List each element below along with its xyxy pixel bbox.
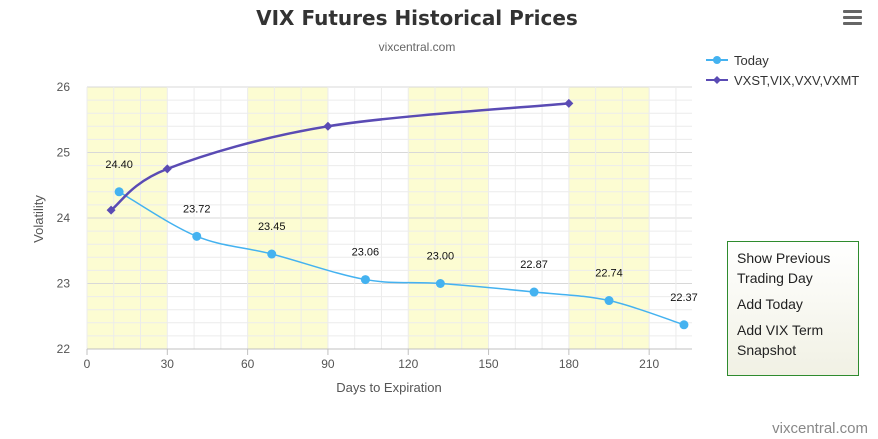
data-point-circle xyxy=(114,187,124,197)
x-tick-label: 210 xyxy=(639,357,659,371)
data-label: 22.87 xyxy=(520,259,548,271)
chart-legend: Today VXST,VIX,VXV,VXMT xyxy=(706,50,859,90)
data-point-circle xyxy=(679,320,689,330)
y-axis-label: Volatility xyxy=(31,195,46,243)
data-label: 23.00 xyxy=(427,251,455,263)
y-tick-label: 24 xyxy=(57,211,71,225)
data-point-circle xyxy=(267,249,277,259)
legend-item-term-structure[interactable]: VXST,VIX,VXV,VXMT xyxy=(706,70,859,90)
x-tick-label: 150 xyxy=(479,357,499,371)
x-tick-label: 0 xyxy=(84,357,91,371)
data-point-circle xyxy=(529,287,539,297)
hamburger-menu-icon[interactable] xyxy=(843,10,862,26)
watermark: vixcentral.com xyxy=(772,420,868,437)
x-tick-label: 90 xyxy=(321,357,335,371)
chart-title: VIX Futures Historical Prices xyxy=(256,6,578,30)
data-label: 22.37 xyxy=(670,292,698,304)
x-tick-label: 30 xyxy=(161,357,175,371)
y-tick-label: 23 xyxy=(57,277,71,291)
data-label: 23.45 xyxy=(258,221,286,233)
data-point-diamond xyxy=(162,164,172,174)
legend-term-marker-icon xyxy=(706,76,728,84)
x-tick-label: 60 xyxy=(241,357,255,371)
x-axis-label: Days to Expiration xyxy=(336,380,442,395)
chart-options-panel: Show Previous Trading Day Add Today Add … xyxy=(727,241,859,376)
data-point-diamond xyxy=(106,205,116,215)
data-label: 24.40 xyxy=(105,159,133,171)
data-point-circle xyxy=(604,296,614,306)
x-tick-label: 120 xyxy=(398,357,418,371)
data-point-diamond xyxy=(323,121,333,131)
data-label: 22.74 xyxy=(595,268,623,280)
y-tick-label: 26 xyxy=(57,80,71,94)
data-label: 23.06 xyxy=(352,247,380,259)
legend-item-today[interactable]: Today xyxy=(706,50,859,70)
data-point-circle xyxy=(192,231,202,241)
add-today-button[interactable]: Add Today xyxy=(737,296,803,312)
data-point-diamond xyxy=(564,98,574,108)
series-line-1 xyxy=(110,102,569,212)
legend-label-today: Today xyxy=(734,52,769,68)
data-label: 23.72 xyxy=(183,203,211,215)
show-previous-day-button[interactable]: Show Previous Trading Day xyxy=(737,250,831,286)
legend-today-marker-icon xyxy=(706,56,728,64)
y-tick-label: 22 xyxy=(57,342,71,356)
chart-subtitle: vixcentral.com xyxy=(378,40,456,54)
add-vix-term-snapshot-button[interactable]: Add VIX Term Snapshot xyxy=(737,322,824,358)
legend-label-term-structure: VXST,VIX,VXV,VXMT xyxy=(734,72,860,88)
x-tick-label: 180 xyxy=(559,357,579,371)
data-point-circle xyxy=(360,275,370,285)
data-point-circle xyxy=(435,279,445,288)
y-tick-label: 25 xyxy=(57,146,71,160)
